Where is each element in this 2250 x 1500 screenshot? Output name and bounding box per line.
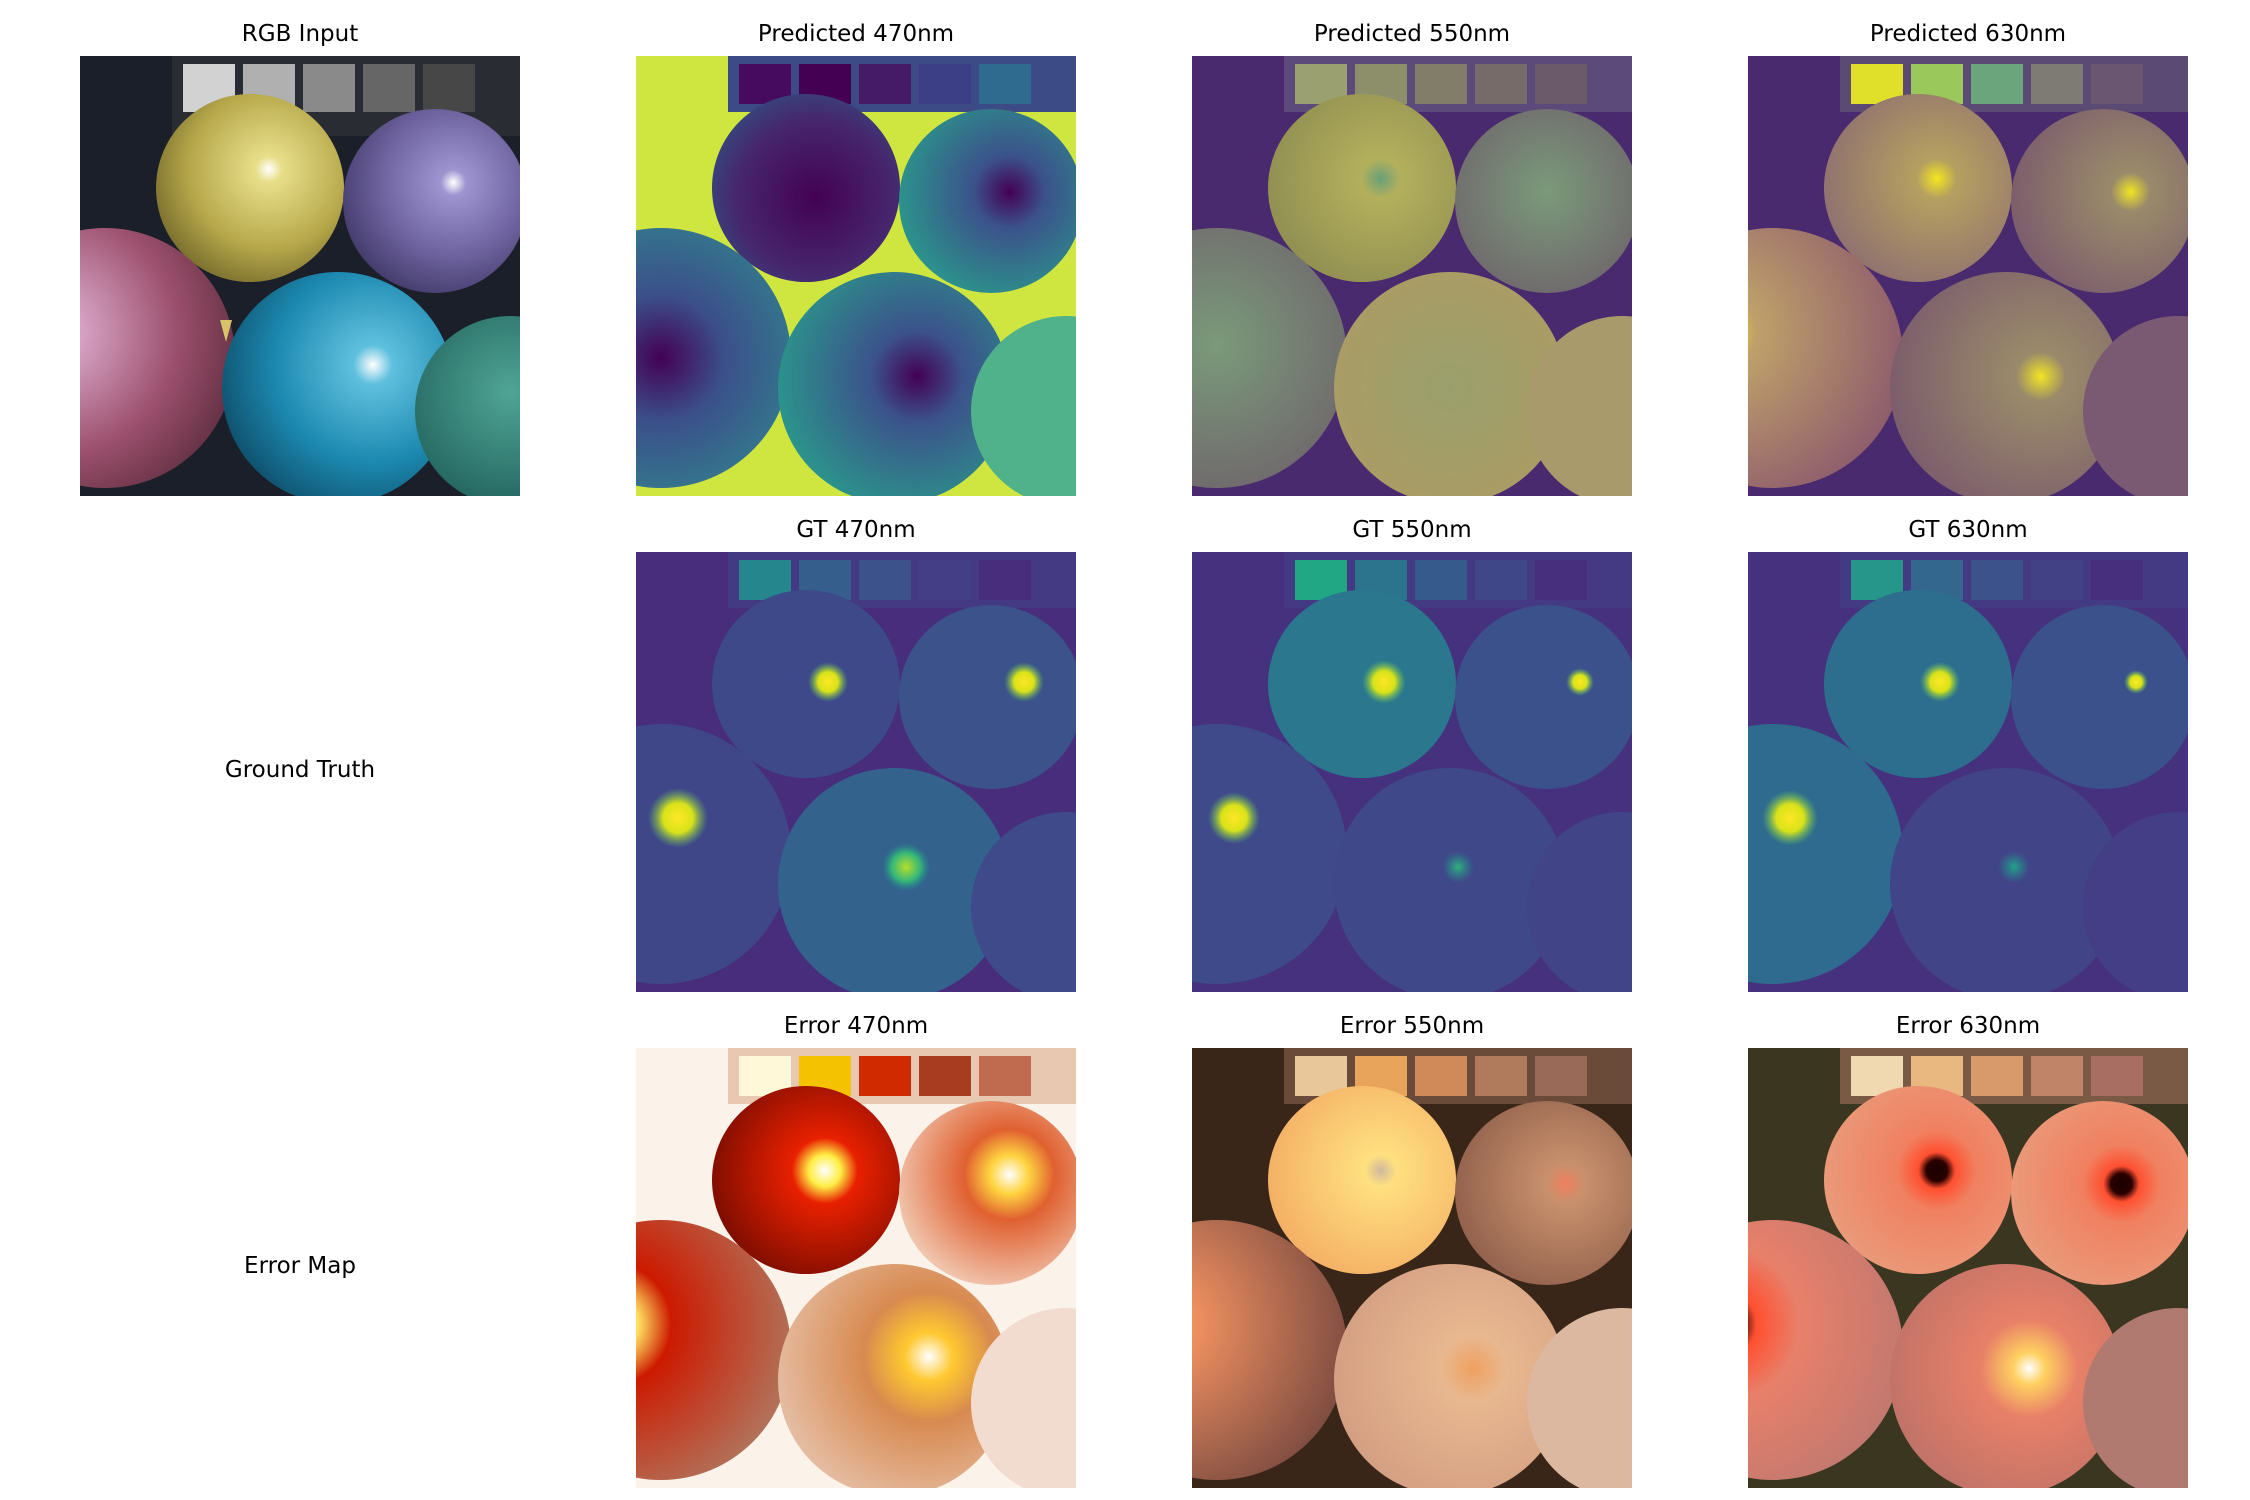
error-630nm-image — [1748, 1048, 2188, 1488]
gt-470nm-image — [636, 552, 1076, 992]
panel-title-err-550: Error 550nm — [1339, 1013, 1485, 1039]
row-label-ground-truth: Ground Truth — [224, 757, 376, 783]
panel-title-pred-630: Predicted 630nm — [1869, 21, 2067, 47]
panel-title-err-630: Error 630nm — [1895, 1013, 2041, 1039]
panel-title-err-470: Error 470nm — [783, 1013, 929, 1039]
panel-title-gt-470: GT 470nm — [796, 517, 916, 543]
error-550nm-image — [1192, 1048, 1632, 1488]
predicted-550nm-image — [1192, 56, 1632, 496]
predicted-470nm-image — [636, 56, 1076, 496]
panel-title-pred-550: Predicted 550nm — [1313, 21, 1511, 47]
panel-title-rgb-input: RGB Input — [241, 21, 359, 47]
predicted-630nm-image — [1748, 56, 2188, 496]
gt-630nm-image — [1748, 552, 2188, 992]
panel-title-pred-470: Predicted 470nm — [757, 21, 955, 47]
panel-title-gt-550: GT 550nm — [1352, 517, 1472, 543]
panel-title-gt-630: GT 630nm — [1908, 517, 2028, 543]
row-label-error-map: Error Map — [244, 1253, 356, 1279]
rgb-input-image — [80, 56, 520, 496]
error-470nm-image — [636, 1048, 1076, 1488]
gt-550nm-image — [1192, 552, 1632, 992]
